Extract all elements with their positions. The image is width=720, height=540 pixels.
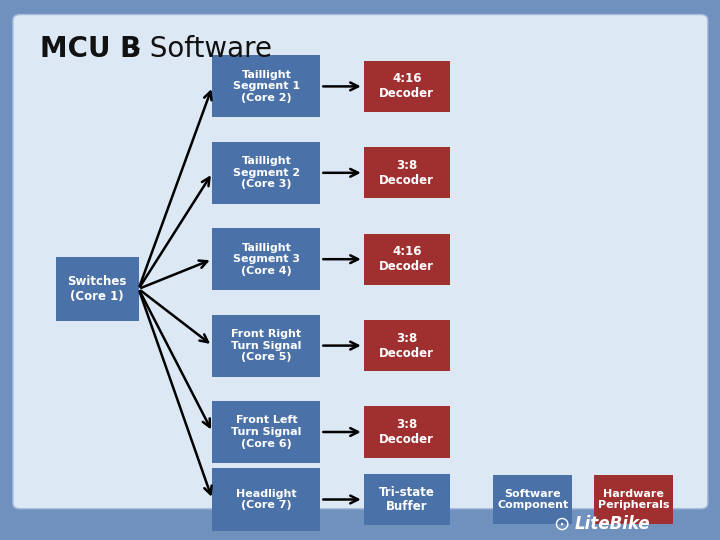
Text: 4:16
Decoder: 4:16 Decoder — [379, 245, 434, 273]
Text: Front Left
Turn Signal
(Core 6): Front Left Turn Signal (Core 6) — [231, 415, 302, 449]
Text: 4:16
Decoder: 4:16 Decoder — [379, 72, 434, 100]
FancyBboxPatch shape — [364, 406, 450, 457]
FancyBboxPatch shape — [493, 475, 572, 524]
FancyBboxPatch shape — [364, 147, 450, 198]
FancyBboxPatch shape — [364, 320, 450, 372]
Text: ⊙: ⊙ — [554, 514, 570, 534]
FancyBboxPatch shape — [212, 141, 320, 204]
Text: 3:8
Decoder: 3:8 Decoder — [379, 332, 434, 360]
Text: Front Right
Turn Signal
(Core 5): Front Right Turn Signal (Core 5) — [231, 329, 302, 362]
FancyBboxPatch shape — [212, 468, 320, 530]
Text: Taillight
Segment 3
(Core 4): Taillight Segment 3 (Core 4) — [233, 242, 300, 276]
Text: LiteBike: LiteBike — [574, 515, 650, 533]
FancyBboxPatch shape — [364, 233, 450, 285]
FancyBboxPatch shape — [13, 15, 708, 509]
Text: 3:8
Decoder: 3:8 Decoder — [379, 159, 434, 187]
Text: MCU B: MCU B — [40, 35, 141, 63]
FancyBboxPatch shape — [594, 475, 673, 524]
FancyBboxPatch shape — [212, 228, 320, 291]
Text: - Software: - Software — [122, 35, 272, 63]
FancyBboxPatch shape — [364, 474, 450, 525]
Text: Headlight
(Core 7): Headlight (Core 7) — [236, 489, 297, 510]
Text: 3:8
Decoder: 3:8 Decoder — [379, 418, 434, 446]
FancyBboxPatch shape — [212, 401, 320, 463]
Text: Taillight
Segment 2
(Core 3): Taillight Segment 2 (Core 3) — [233, 156, 300, 190]
Text: Hardware
Peripherals: Hardware Peripherals — [598, 489, 670, 510]
FancyBboxPatch shape — [56, 256, 138, 321]
FancyBboxPatch shape — [364, 60, 450, 112]
Text: Software
Component: Software Component — [498, 489, 568, 510]
Text: Switches
(Core 1): Switches (Core 1) — [68, 275, 127, 303]
FancyBboxPatch shape — [212, 56, 320, 117]
Text: Tri-state
Buffer: Tri-state Buffer — [379, 485, 435, 514]
Text: Taillight
Segment 1
(Core 2): Taillight Segment 1 (Core 2) — [233, 70, 300, 103]
FancyBboxPatch shape — [212, 314, 320, 377]
